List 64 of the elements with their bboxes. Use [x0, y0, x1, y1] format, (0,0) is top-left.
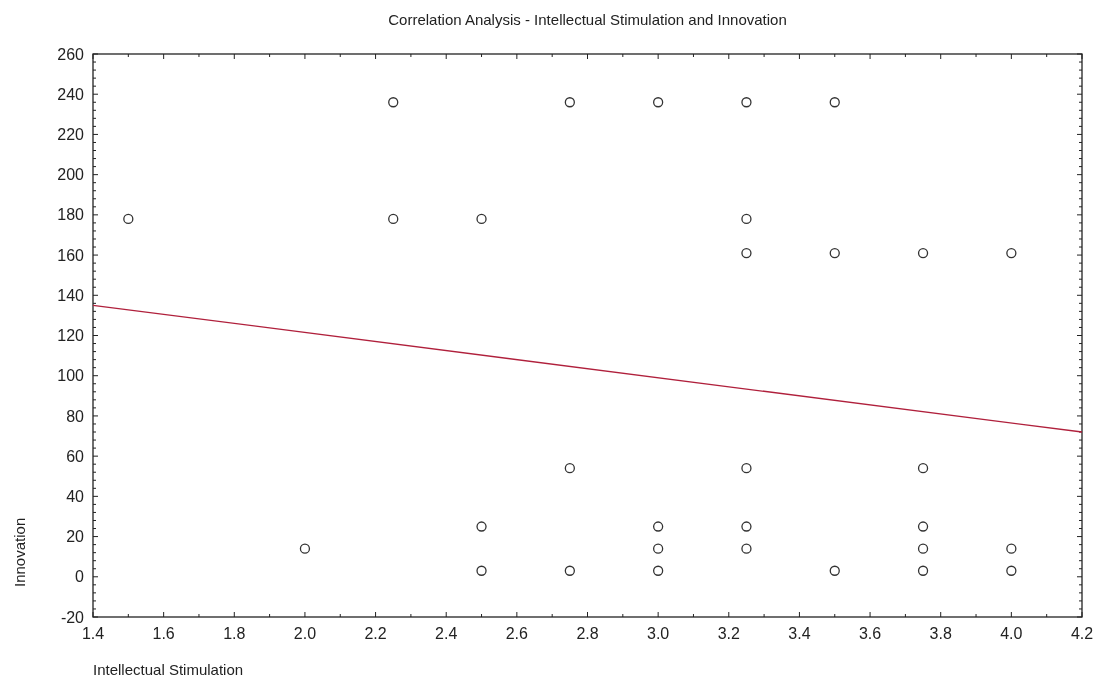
chart-title: Correlation Analysis - Intellectual Stimulation and Innovation — [388, 11, 787, 28]
point — [829, 565, 840, 576]
y-tick-label: 120 — [57, 327, 85, 345]
y-tick-label: 200 — [57, 166, 85, 184]
point — [741, 521, 752, 532]
y-tick-label: 20 — [66, 528, 85, 546]
point — [652, 521, 664, 532]
x-tick-label: 4.2 — [1070, 625, 1094, 642]
point — [652, 543, 664, 554]
point — [388, 97, 399, 108]
x-tick-label: 4.0 — [1000, 625, 1023, 642]
point — [299, 543, 311, 554]
point — [1006, 565, 1017, 576]
y-tick-label: 100 — [57, 367, 85, 385]
point — [564, 565, 575, 576]
x-tick-label: 3.8 — [929, 625, 952, 642]
point — [476, 213, 487, 225]
point — [1006, 247, 1017, 259]
point — [1006, 543, 1017, 554]
y-tick-label: 140 — [57, 286, 85, 304]
y-tick-label: 260 — [57, 45, 85, 63]
point — [388, 213, 399, 225]
x-tick-label: 2.2 — [364, 625, 387, 642]
point — [917, 521, 929, 532]
x-tick-label: 3.2 — [717, 625, 740, 642]
point — [917, 463, 929, 474]
point — [741, 543, 752, 554]
x-tick-label: 2.0 — [293, 625, 317, 642]
x-tick-label: 3.6 — [858, 625, 882, 642]
point — [741, 97, 752, 108]
point — [652, 97, 664, 108]
x-tick-label: 2.8 — [576, 625, 599, 642]
point — [564, 463, 575, 474]
point — [652, 565, 664, 576]
y-tick-label: 240 — [57, 85, 85, 103]
point — [741, 247, 752, 259]
y-tick-label: -20 — [60, 608, 85, 626]
point — [123, 213, 134, 225]
y-axis-title: Innovation — [11, 517, 28, 587]
point — [741, 213, 752, 225]
y-tick-label: 160 — [57, 246, 85, 264]
point — [829, 97, 840, 108]
x-tick-label: 3.0 — [647, 625, 670, 642]
x-tick-label: 1.8 — [223, 625, 246, 642]
x-tick-label: 1.6 — [152, 625, 175, 642]
y-tick-label: 40 — [66, 487, 85, 505]
x-axis-title: Intellectual Stimulation — [93, 661, 244, 678]
point — [476, 565, 487, 576]
point — [476, 521, 487, 532]
x-tick-label: 3.4 — [788, 625, 811, 642]
point — [917, 247, 929, 259]
x-tick-label: 2.6 — [505, 625, 529, 642]
point — [564, 97, 575, 108]
x-tick-label: 1.4 — [81, 625, 105, 642]
point — [741, 463, 752, 474]
point — [829, 247, 840, 259]
y-tick-label: 180 — [57, 206, 85, 224]
point — [917, 543, 929, 554]
x-tick-label: 2.4 — [435, 625, 458, 642]
y-tick-label: 0 — [75, 568, 85, 586]
point — [917, 565, 929, 576]
y-tick-label: 60 — [66, 447, 85, 465]
y-tick-label: 220 — [57, 126, 85, 144]
y-tick-label: 80 — [66, 407, 85, 425]
